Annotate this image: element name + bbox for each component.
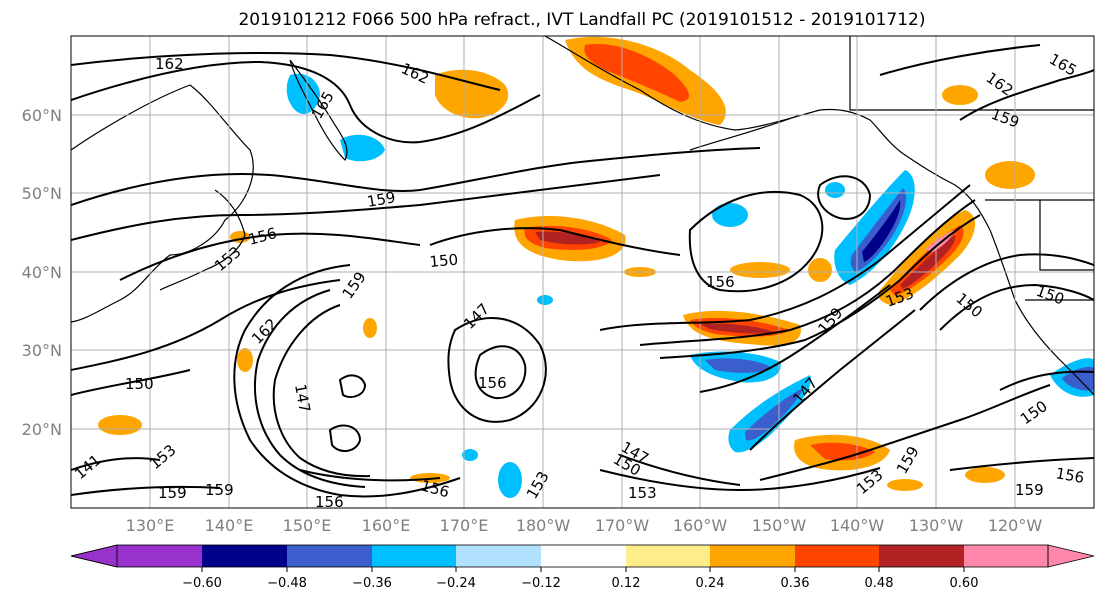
colorbar: −0.60 −0.48 −0.36 −0.24 −0.12 0.12 0.24 …	[70, 544, 1095, 591]
figure-title: 2019101212 F066 500 hPa refract., IVT La…	[238, 10, 925, 30]
contour-label: 159	[366, 188, 397, 211]
contour-162-north	[71, 52, 501, 91]
contour-label: 156	[706, 273, 735, 291]
lat-label-40n: 40°N	[22, 263, 62, 282]
coast-japan	[159, 189, 246, 291]
contour-label: 156	[315, 493, 344, 511]
coast-north-america	[989, 229, 1094, 396]
coastlines	[71, 36, 1094, 396]
lon-label: 160°W	[673, 516, 728, 535]
lon-label: 130°W	[909, 516, 964, 535]
colorbar-swatch	[117, 545, 202, 567]
lon-label: 180°W	[516, 516, 571, 535]
lon-label: 130°E	[126, 516, 175, 535]
coast-asia	[71, 84, 254, 323]
shaded-anomalies	[98, 36, 1094, 498]
colorbar-swatch	[287, 545, 372, 567]
colorbar-swatch	[795, 545, 879, 567]
lon-label: 150°W	[752, 516, 807, 535]
graticule	[71, 36, 1094, 508]
contour-label: 150	[429, 251, 459, 271]
trough-outer	[233, 264, 461, 498]
ridge-130w	[599, 184, 971, 331]
contour-156	[119, 232, 421, 281]
colorbar-ticks	[201, 567, 965, 572]
contour-label: 147	[291, 383, 314, 414]
colorbar-tick-label: 0.24	[696, 576, 725, 591]
colorbar-swatch	[710, 545, 795, 567]
lat-label-60n: 60°N	[22, 106, 62, 125]
lon-label: 160°E	[362, 516, 411, 535]
map-frame	[70, 35, 1095, 509]
colorbar-tick-label: 0.36	[781, 576, 810, 591]
coast-alaska	[544, 36, 991, 231]
colorbar-swatch	[626, 545, 710, 567]
lat-label-50n: 50°N	[22, 184, 62, 203]
colorbar-extend-high	[1047, 544, 1095, 568]
colorbar-swatch	[202, 545, 287, 567]
colorbar-swatch	[541, 545, 626, 567]
colorbar-swatch	[879, 545, 964, 567]
colorbar-swatch	[456, 545, 541, 567]
lat-label-20n: 20°N	[22, 420, 62, 439]
contour-label: 156	[478, 374, 507, 392]
colorbar-tick-label: −0.12	[521, 576, 561, 591]
contour-147-south	[599, 467, 881, 492]
lon-label: 140°W	[830, 516, 885, 535]
latitude-labels: 60°N 50°N 40°N 30°N 20°N	[22, 106, 62, 439]
trough-inner	[253, 289, 366, 488]
colorbar-tick-label: 0.48	[865, 576, 894, 591]
colorbar-tick-label: 0.60	[950, 576, 979, 591]
lon-label: 170°W	[595, 516, 650, 535]
lon-label: 140°E	[205, 516, 254, 535]
colorbar-swatch	[964, 545, 1048, 567]
colorbar-extend-low	[70, 544, 118, 568]
colorbar-tick-label: −0.48	[267, 576, 307, 591]
colorbar-swatch	[372, 545, 456, 567]
height-contours	[71, 44, 1094, 498]
coast-canada-border	[849, 36, 1094, 111]
shading-kamchatka-negative	[286, 73, 320, 115]
lon-label: 150°E	[283, 516, 332, 535]
contour-label: 156	[1054, 464, 1085, 487]
colorbar-tick-label: 0.12	[612, 576, 641, 591]
lon-label: 170°E	[440, 516, 489, 535]
colorbar-tick-label: −0.60	[182, 576, 222, 591]
contour-150	[71, 369, 191, 396]
colorbar-frame	[116, 544, 1049, 568]
longitude-labels: 130°E 140°E 150°E 160°E 170°E 180°W 170°…	[126, 516, 1043, 535]
contour-159	[71, 147, 761, 206]
colorbar-tick-label: −0.24	[436, 576, 476, 591]
low-center-156	[474, 345, 527, 400]
contour-label: 159	[158, 484, 187, 502]
lat-label-30n: 30°N	[22, 341, 62, 360]
contour-label: 153	[628, 484, 657, 502]
contour-label: 150	[125, 375, 154, 393]
colorbar-tick-label: −0.36	[352, 576, 392, 591]
contour-label: 159	[205, 481, 234, 499]
contour-label: 162	[155, 55, 184, 73]
lon-label: 120°W	[988, 516, 1043, 535]
contour-label: 159	[1015, 481, 1044, 499]
